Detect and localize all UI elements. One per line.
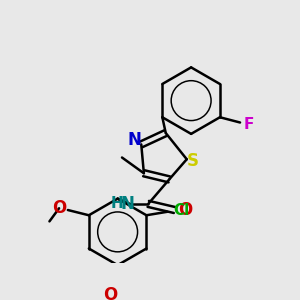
Text: N: N bbox=[120, 195, 134, 213]
Text: O: O bbox=[103, 286, 118, 300]
Text: S: S bbox=[187, 152, 199, 170]
Text: O: O bbox=[178, 201, 192, 219]
Text: F: F bbox=[244, 117, 254, 132]
Text: O: O bbox=[52, 199, 66, 217]
Text: Cl: Cl bbox=[173, 203, 190, 218]
Text: H: H bbox=[110, 196, 123, 211]
Text: N: N bbox=[127, 131, 141, 149]
